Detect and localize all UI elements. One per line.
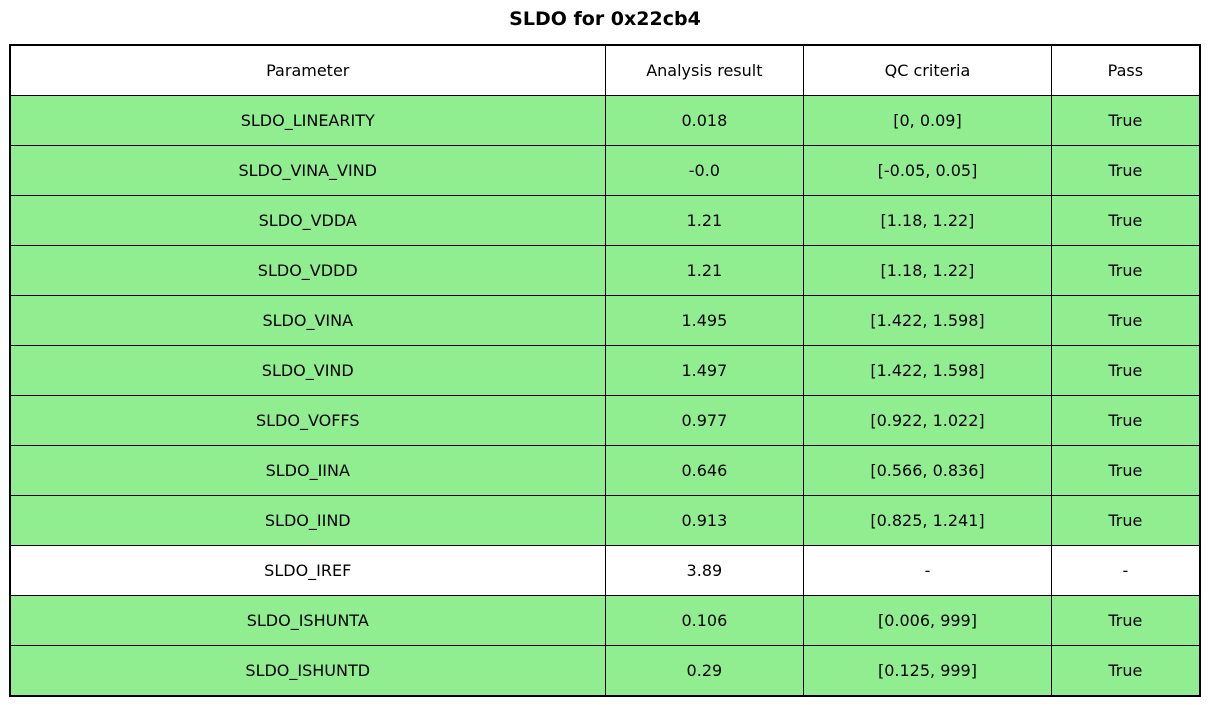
cell-parameter: SLDO_VINA_VIND xyxy=(9,145,606,196)
cell-parameter: SLDO_VINA xyxy=(9,295,606,346)
table-row: SLDO_VOFFS 0.977 [0.922, 1.022] True xyxy=(9,395,1201,446)
cell-pass: True xyxy=(1050,495,1201,546)
chart-title: SLDO for 0x22cb4 xyxy=(509,8,701,30)
cell-analysis-result: 3.89 xyxy=(604,545,805,596)
cell-analysis-result: 0.018 xyxy=(604,95,805,146)
cell-pass: True xyxy=(1050,145,1201,196)
cell-qc-criteria: [0.125, 999] xyxy=(803,645,1052,697)
cell-parameter: SLDO_LINEARITY xyxy=(9,95,606,146)
cell-pass: True xyxy=(1050,345,1201,396)
table-header: Parameter Analysis result QC criteria Pa… xyxy=(9,44,1201,96)
table-body: SLDO_LINEARITY 0.018 [0, 0.09] True SLDO… xyxy=(9,95,1201,697)
table-row: SLDO_LINEARITY 0.018 [0, 0.09] True xyxy=(9,95,1201,146)
cell-analysis-result: 0.977 xyxy=(604,395,805,446)
cell-analysis-result: -0.0 xyxy=(604,145,805,196)
table-row: SLDO_IREF 3.89 - - xyxy=(9,545,1201,596)
cell-qc-criteria: [1.422, 1.598] xyxy=(803,345,1052,396)
table-row: SLDO_VINA 1.495 [1.422, 1.598] True xyxy=(9,295,1201,346)
qc-results-table: Parameter Analysis result QC criteria Pa… xyxy=(9,44,1201,697)
cell-qc-criteria: [0.566, 0.836] xyxy=(803,445,1052,496)
column-header-parameter: Parameter xyxy=(9,44,606,96)
cell-analysis-result: 0.29 xyxy=(604,645,805,697)
cell-pass: True xyxy=(1050,195,1201,246)
cell-analysis-result: 0.106 xyxy=(604,595,805,646)
cell-parameter: SLDO_VDDD xyxy=(9,245,606,296)
cell-qc-criteria: [1.18, 1.22] xyxy=(803,245,1052,296)
cell-parameter: SLDO_VIND xyxy=(9,345,606,396)
table-row: SLDO_IINA 0.646 [0.566, 0.836] True xyxy=(9,445,1201,496)
cell-parameter: SLDO_VOFFS xyxy=(9,395,606,446)
cell-analysis-result: 1.21 xyxy=(604,245,805,296)
table-row: SLDO_VDDA 1.21 [1.18, 1.22] True xyxy=(9,195,1201,246)
cell-pass: True xyxy=(1050,445,1201,496)
table-row: SLDO_IIND 0.913 [0.825, 1.241] True xyxy=(9,495,1201,546)
cell-pass: True xyxy=(1050,95,1201,146)
cell-pass: True xyxy=(1050,295,1201,346)
cell-pass: - xyxy=(1050,545,1201,596)
column-header-pass: Pass xyxy=(1050,44,1201,96)
cell-analysis-result: 0.646 xyxy=(604,445,805,496)
cell-qc-criteria: [1.422, 1.598] xyxy=(803,295,1052,346)
cell-qc-criteria: [0, 0.09] xyxy=(803,95,1052,146)
cell-pass: True xyxy=(1050,645,1201,697)
cell-qc-criteria: [0.922, 1.022] xyxy=(803,395,1052,446)
cell-parameter: SLDO_IINA xyxy=(9,445,606,496)
table-row: SLDO_ISHUNTD 0.29 [0.125, 999] True xyxy=(9,645,1201,697)
cell-analysis-result: 1.497 xyxy=(604,345,805,396)
cell-pass: True xyxy=(1050,595,1201,646)
cell-qc-criteria: [0.006, 999] xyxy=(803,595,1052,646)
cell-analysis-result: 1.21 xyxy=(604,195,805,246)
cell-analysis-result: 0.913 xyxy=(604,495,805,546)
cell-qc-criteria: [0.825, 1.241] xyxy=(803,495,1052,546)
cell-parameter: SLDO_VDDA xyxy=(9,195,606,246)
cell-parameter: SLDO_IIND xyxy=(9,495,606,546)
cell-pass: True xyxy=(1050,395,1201,446)
cell-analysis-result: 1.495 xyxy=(604,295,805,346)
cell-parameter: SLDO_ISHUNTA xyxy=(9,595,606,646)
cell-qc-criteria: [-0.05, 0.05] xyxy=(803,145,1052,196)
cell-qc-criteria: - xyxy=(803,545,1052,596)
column-header-qc-criteria: QC criteria xyxy=(803,44,1052,96)
header-row: Parameter Analysis result QC criteria Pa… xyxy=(9,44,1201,96)
cell-qc-criteria: [1.18, 1.22] xyxy=(803,195,1052,246)
table-row: SLDO_VINA_VIND -0.0 [-0.05, 0.05] True xyxy=(9,145,1201,196)
column-header-analysis-result: Analysis result xyxy=(604,44,805,96)
table-row: SLDO_ISHUNTA 0.106 [0.006, 999] True xyxy=(9,595,1201,646)
table-row: SLDO_VDDD 1.21 [1.18, 1.22] True xyxy=(9,245,1201,296)
table-row: SLDO_VIND 1.497 [1.422, 1.598] True xyxy=(9,345,1201,396)
cell-parameter: SLDO_IREF xyxy=(9,545,606,596)
cell-pass: True xyxy=(1050,245,1201,296)
cell-parameter: SLDO_ISHUNTD xyxy=(9,645,606,697)
